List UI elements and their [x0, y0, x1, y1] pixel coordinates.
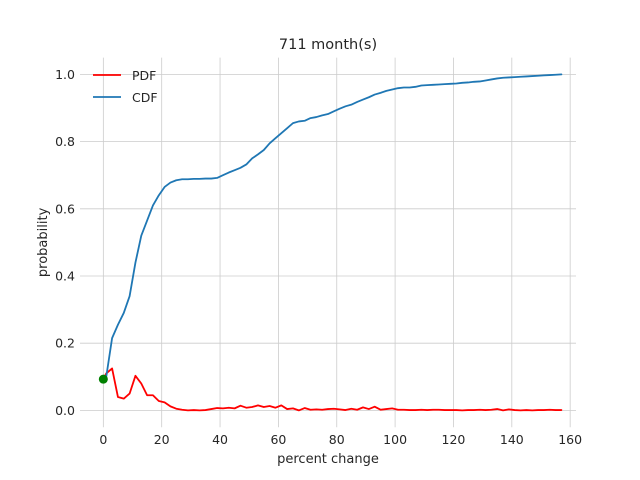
plot-area	[80, 57, 576, 428]
legend-pdf-label: PDF	[132, 68, 156, 83]
y-tick-label: 0.2	[55, 336, 75, 351]
start-point-marker	[98, 374, 108, 384]
x-tick-label: 140	[500, 432, 524, 447]
x-tick-label: 80	[329, 432, 345, 447]
x-tick-label: 20	[154, 432, 170, 447]
y-tick-label: 0.0	[55, 403, 75, 418]
series-layer	[102, 73, 563, 412]
x-tick-label: 100	[383, 432, 407, 447]
y-tick-label: 0.6	[55, 201, 75, 216]
y-axis-label: probability	[36, 207, 51, 277]
marker-layer	[98, 374, 108, 384]
x-tick-label: 160	[558, 432, 582, 447]
x-tick-label: 0	[99, 432, 107, 447]
x-axis-label: percent change	[277, 452, 379, 467]
x-tick-label: 40	[212, 432, 228, 447]
x-tick-label: 60	[270, 432, 286, 447]
y-tick-label: 0.8	[55, 134, 75, 149]
x-tick-label: 120	[442, 432, 466, 447]
cdf-line	[102, 73, 563, 381]
chart-title: 711 month(s)	[279, 37, 377, 53]
tick-labels: 0 20 40 60 80 100 120 140 160 0.0 0.2 0.4 0.6 0.8 1.0	[55, 67, 582, 447]
y-tick-label: 1.0	[55, 67, 75, 82]
pdf-line	[102, 367, 563, 412]
legend-cdf-label: CDF	[132, 90, 158, 105]
legend: PDF CDF	[93, 68, 158, 105]
y-tick-label: 0.4	[55, 269, 75, 284]
